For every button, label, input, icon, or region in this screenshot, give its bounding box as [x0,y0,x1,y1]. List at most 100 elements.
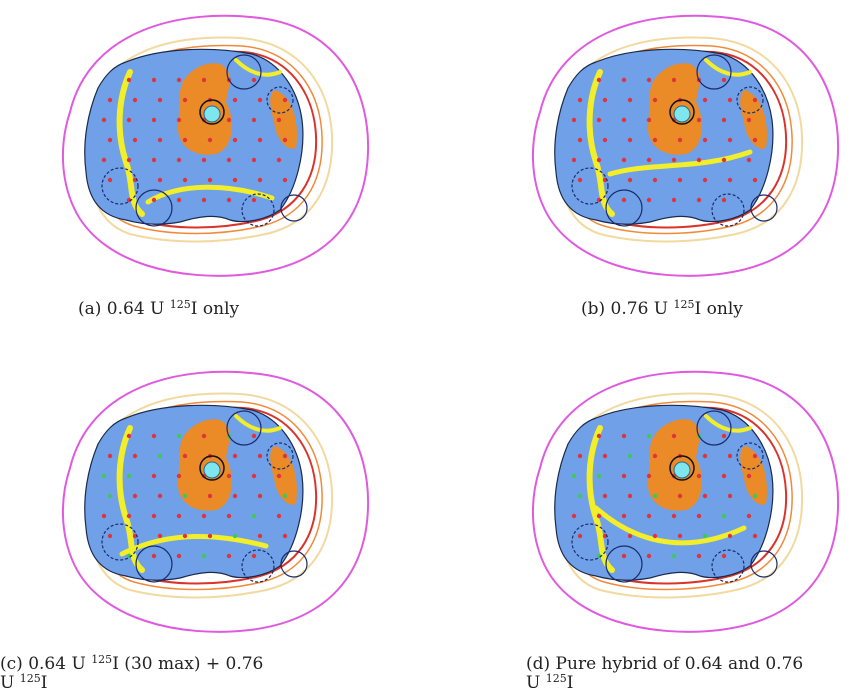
seed-dot [282,493,288,499]
seed-dot [646,553,652,559]
seed-dot [602,493,608,499]
seed-dot [251,117,257,123]
seed-dot [276,117,282,123]
seed-dot [571,117,577,123]
seed-dot [621,433,627,439]
seed-dot [652,533,658,539]
seed-dot [132,453,138,459]
seed-dot [652,493,658,499]
caption-a: (a) 0.64 U 125I only [78,298,240,319]
seed-dot [571,157,577,163]
panel-b-dose-map [500,2,860,302]
seed-dot [126,77,132,83]
panel-c-dose-map [30,358,390,658]
seed-dot [232,493,238,499]
needle-circle [135,189,173,227]
seed-dot [257,533,263,539]
seed-dot [621,117,627,123]
seed-dot [157,97,163,103]
seed-dot [677,177,683,183]
seed-dot [201,553,207,559]
seed-dot [652,453,658,459]
seed-dot [646,433,652,439]
seed-dot [251,553,257,559]
needle-circle [571,523,609,561]
seed-dot [282,97,288,103]
seed-dot [646,117,652,123]
seed-dot [727,453,733,459]
needle-circle [135,545,173,583]
seed-dot [282,177,288,183]
seed-dot [251,473,257,479]
isodose-pale [557,36,804,243]
needle-circle [266,86,294,114]
seed-dot [276,157,282,163]
seed-dot [257,97,263,103]
seed-dot [176,77,182,83]
seed-dot [226,553,232,559]
seed-dot [627,137,633,143]
seed-dot [182,177,188,183]
isodose-pale [557,392,804,599]
seed-dot [602,533,608,539]
hot-zone-right [740,90,768,149]
needle-circle [101,523,139,561]
urethra [673,105,691,123]
seed-dot [677,493,683,499]
seed-dot [696,473,702,479]
seed-dot [677,533,683,539]
seed-dot [727,533,733,539]
seed-dot [621,553,627,559]
seed-dot [577,137,583,143]
needle-circle [750,550,778,578]
seed-dot [226,157,232,163]
seed-dot [176,117,182,123]
needle-circle [226,410,262,446]
seed-dot [596,513,602,519]
seed-dot [671,513,677,519]
seed-dot [571,473,577,479]
mid-band-left [586,69,615,217]
seed-dot [627,97,633,103]
seed-dot [702,97,708,103]
urethra-ring [669,455,695,481]
seed-dot [201,197,207,203]
seed-dot [126,513,132,519]
seed-dot [101,513,107,519]
seed-dot [571,513,577,519]
seed-dot [727,97,733,103]
seed-dot [151,553,157,559]
needle-circle [696,54,732,90]
seed-dot [257,453,263,459]
seed-dot [752,177,758,183]
seed-dot [232,177,238,183]
seed-dot [157,453,163,459]
seed-dot [752,453,758,459]
seed-dot [176,433,182,439]
seed-dot [232,533,238,539]
needle-circle [280,194,308,222]
urethra [203,105,221,123]
seed-dot [721,77,727,83]
seed-dot [627,493,633,499]
outer-contour [531,370,840,633]
seed-dot [251,157,257,163]
seed-dot [107,533,113,539]
seed-dot [696,157,702,163]
mid-band-lower [607,149,753,177]
hot-zone-right [740,446,768,505]
seed-dot [646,473,652,479]
mid-band-left [116,425,145,573]
seed-dot [696,513,702,519]
seed-dot [207,493,213,499]
panel-d-dose-map [500,358,860,658]
seed-dot [107,137,113,143]
seed-dot [646,77,652,83]
seed-dot [126,117,132,123]
mid-band-lower [593,505,747,546]
hot-zone-right [270,90,298,149]
seed-dot [182,533,188,539]
seed-dot [257,493,263,499]
outer-contour [61,14,370,277]
seed-dot [132,137,138,143]
